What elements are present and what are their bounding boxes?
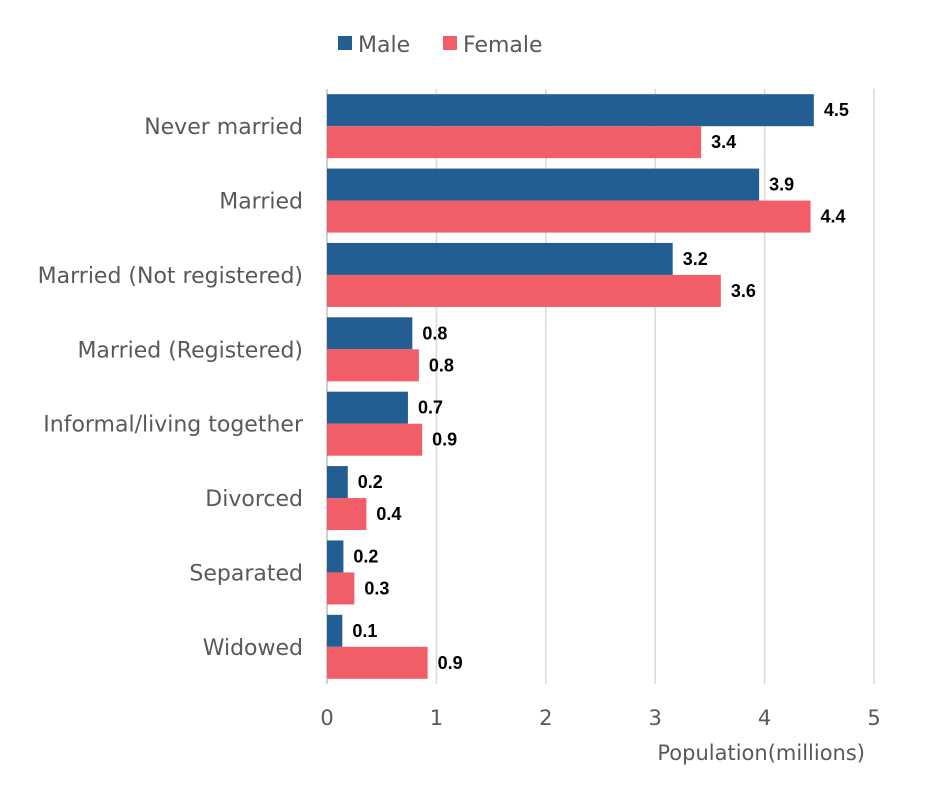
bar-female [327,126,702,159]
bar-male [327,391,408,424]
data-label: 3.4 [711,132,736,152]
bar-male [327,540,344,573]
x-tick-labels: 0 1 2 3 4 5 [320,706,880,730]
data-label: 4.5 [824,100,849,120]
category-label: Married (Registered) [77,338,303,363]
bar-female [327,274,721,307]
category-label: Divorced [205,487,303,512]
data-label: 0.1 [352,621,377,641]
bar-male [327,317,413,350]
category-label: Never married [144,115,303,140]
data-label: 4.4 [821,207,846,227]
bar-female [327,200,811,233]
x-tick-label: 4 [758,706,771,730]
category-label: Informal/living together [43,413,304,438]
legend-label-female: Female [463,33,543,58]
data-label: 0.4 [376,504,401,524]
category-label: Widowed [203,636,303,661]
category-label: Married (Not registered) [38,264,303,289]
data-label: 0.9 [432,430,457,450]
x-axis-title: Population(millions) [657,741,865,765]
bar-female [327,423,423,456]
bar-female [327,572,355,605]
x-tick-label: 3 [649,706,662,730]
bar-male [327,466,348,499]
x-tick-label: 2 [539,706,552,730]
data-label: 0.8 [429,355,454,375]
bar-female [327,349,419,382]
legend-label-male: Male [358,33,410,58]
x-tick-label: 5 [867,706,880,730]
data-label: 3.2 [683,249,708,269]
data-label: 0.3 [364,578,389,598]
category-label: Married [219,190,303,215]
legend-swatch-female [443,36,457,50]
category-label: Separated [189,561,303,586]
bar-male [327,614,343,647]
bar-male [327,94,814,127]
data-label: 0.9 [438,653,463,673]
legend-swatch-male [338,36,352,50]
x-tick-label: 0 [320,706,333,730]
bar-female [327,646,428,679]
legend: Male Female [338,33,543,58]
category-labels: Never married Married Married (Not registe… [38,115,304,661]
data-label: 0.7 [418,398,443,418]
data-label: 3.9 [769,175,794,195]
bars [327,94,814,679]
x-tick-label: 1 [430,706,443,730]
data-labels: 4.5 3.4 3.9 4.4 3.2 3.6 0.8 0.8 0.7 0.9 0.2 0.4 0.2 0… [352,100,849,673]
data-label: 0.2 [353,546,378,566]
data-label: 0.2 [358,472,383,492]
bar-male [327,168,760,201]
data-label: 3.6 [731,281,756,301]
bar-male [327,242,673,275]
data-label: 0.8 [422,323,447,343]
bar-female [327,498,367,531]
